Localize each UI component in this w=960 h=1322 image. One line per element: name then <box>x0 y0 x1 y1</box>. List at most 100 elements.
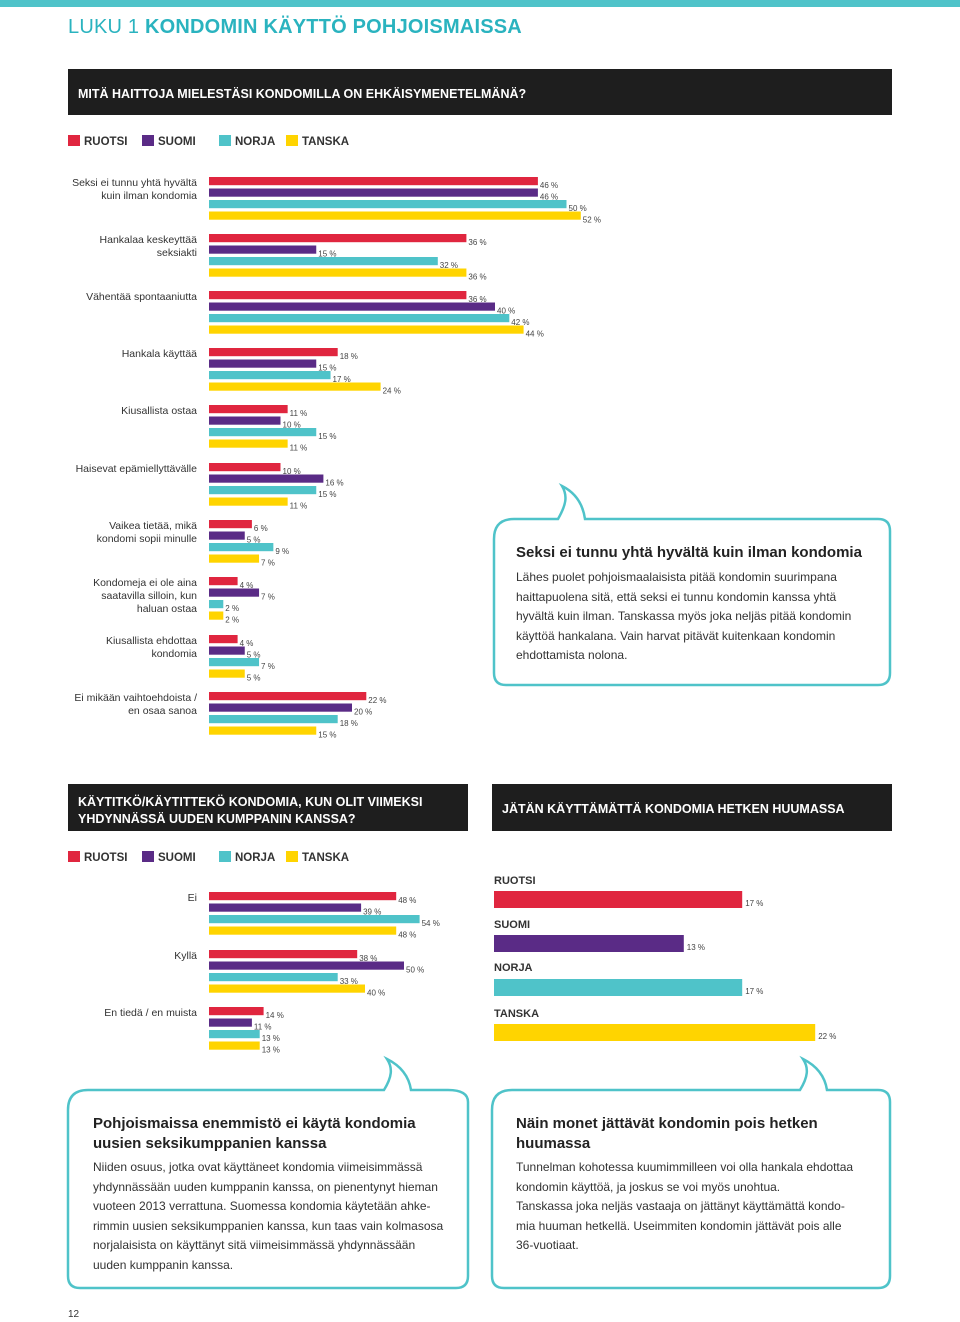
bar-norja <box>209 200 567 209</box>
data-label: 15 % <box>318 490 336 499</box>
data-label: 15 % <box>318 364 336 373</box>
data-label: 42 % <box>511 318 529 327</box>
bubble3-title-line: Näin monet jättävät kondomin pois hetken <box>516 1115 818 1132</box>
legend-swatch-tanska <box>286 135 298 146</box>
bubble2-line: norjalaisista on käyttänyt sitä viimeisi… <box>93 1238 416 1252</box>
bubble3-line: 36-vuotiaat. <box>516 1238 579 1252</box>
bar-ruotsi <box>209 463 281 472</box>
data-label: 7 % <box>261 559 275 568</box>
bar-tanska <box>209 726 317 735</box>
data-label: 4 % <box>240 581 254 590</box>
bar-ruotsi <box>209 348 338 357</box>
bar-tanska <box>209 325 524 334</box>
category-label: kuin ilman kondomia <box>101 190 197 202</box>
chapter-title: LUKU 1 KONDOMIN KÄYTTÖ POHJOISMAISSA <box>68 16 522 39</box>
data-label: 22 % <box>368 696 386 705</box>
legend-1: RUOTSI SUOMI NORJA TANSKA <box>68 135 368 149</box>
bar-tanska <box>209 926 397 935</box>
bar-norja <box>209 973 338 982</box>
data-label: 48 % <box>398 896 416 905</box>
data-label: 11 % <box>290 409 308 418</box>
bubble3-line: kondomin käyttöä, ja joskus se voi myös … <box>516 1179 781 1194</box>
bar-tanska <box>209 439 288 448</box>
category-label: Hankala käyttää <box>122 348 197 360</box>
category-label: Kiusallista ostaa <box>121 405 197 417</box>
data-label: 33 % <box>340 977 358 986</box>
data-label: 39 % <box>363 908 381 917</box>
section3-title: JÄTÄN KÄYTTÄMÄTTÄ KONDOMIA HETKEN HUUMAS… <box>502 802 845 816</box>
category-label: Seksi ei tunnu yhtä hyvältä <box>72 177 197 189</box>
legend-item-tanska: TANSKA <box>286 135 349 148</box>
data-label: 10 % <box>283 467 301 476</box>
bar-tanska <box>209 1041 260 1050</box>
bar-norja <box>209 1030 260 1039</box>
data-label: 4 % <box>240 639 254 648</box>
data-label: 13 % <box>262 1034 280 1043</box>
bubble3-title-line: huumassa <box>516 1135 591 1152</box>
bar-norja <box>494 979 743 996</box>
legend2-swatch-ruotsi <box>68 851 80 862</box>
data-label: 18 % <box>340 719 358 728</box>
data-label: 15 % <box>318 250 336 259</box>
data-label: 20 % <box>354 708 372 717</box>
bar-norja <box>209 543 274 552</box>
bar-suomi <box>209 245 317 254</box>
category-label-ruotsi: RUOTSI <box>494 875 536 887</box>
bubble3-title: Näin monet jättävät kondomin pois hetken… <box>516 1114 818 1154</box>
bubble1-line: käyttöä hankalana. Vain harvat pitävät k… <box>516 628 836 643</box>
category-label: Vaikea tietää, mikä <box>109 520 197 532</box>
bar-ruotsi <box>209 520 252 529</box>
bar-tanska <box>209 611 224 620</box>
top-accent-strip <box>0 0 960 7</box>
bar-suomi <box>209 302 495 311</box>
data-label: 52 % <box>583 216 601 225</box>
category-label: Kiusallista ehdottaa <box>106 635 197 647</box>
data-label: 18 % <box>340 352 358 361</box>
bubble1-title: Seksi ei tunnu yhtä hyvältä kuin ilman k… <box>516 544 862 561</box>
data-label: 48 % <box>398 931 416 940</box>
legend-label-tanska: TANSKA <box>302 136 350 148</box>
bubble3-line: Tunnelman kohotessa kuumimmilleen voi ol… <box>516 1160 854 1174</box>
category-label: seksiakti <box>157 247 197 259</box>
bar-ruotsi <box>209 577 238 586</box>
legend-2: RUOTSI SUOMI NORJA TANSKA <box>68 851 368 865</box>
data-label: 40 % <box>367 989 385 998</box>
bar-norja <box>209 715 338 724</box>
bar-suomi <box>209 474 324 483</box>
bar-suomi <box>209 416 281 425</box>
data-label: 2 % <box>225 604 239 613</box>
legend2-label-norja: NORJA <box>235 852 276 864</box>
section2-title-line2: YHDYNNÄSSÄ UUDEN KUMPPANIN KANSSA? <box>78 812 356 826</box>
legend2-item-suomi: SUOMI <box>142 851 196 864</box>
bubble1-line: hyvältä kuin ilman. Tanskassa myös joka … <box>516 609 852 623</box>
legend-swatch-ruotsi <box>68 135 80 146</box>
category-label: kondomia <box>151 648 197 660</box>
data-label: 36 % <box>468 238 486 247</box>
bar-ruotsi <box>209 950 358 959</box>
bar-norja <box>209 658 260 667</box>
data-label: 11 % <box>290 444 308 453</box>
bubble1-line: haittapuolena sitä, että seksi ei tunnu … <box>516 589 837 604</box>
category-label-norja: NORJA <box>494 962 533 974</box>
bubble2-title-line: uusien seksikumppanien kanssa <box>93 1135 327 1152</box>
legend2-label-ruotsi: RUOTSI <box>84 852 128 864</box>
category-label: kondomi sopii minulle <box>97 533 198 545</box>
bar-tanska <box>494 1024 816 1041</box>
data-label: 50 % <box>406 966 424 975</box>
data-label: 5 % <box>247 651 261 660</box>
data-label: 17 % <box>745 899 763 908</box>
data-label: 22 % <box>818 1032 836 1041</box>
legend-swatch-norja <box>219 135 231 146</box>
bubble3-line: mia huuman hetkellä. Useimmiten kondomin… <box>516 1218 842 1233</box>
bar-suomi <box>209 961 404 970</box>
section1-title: MITÄ HAITTOJA MIELESTÄSI KONDOMILLA ON E… <box>78 87 527 101</box>
legend-label-suomi: SUOMI <box>158 136 196 148</box>
bubble1-line: ehdottamista nolona. <box>516 648 628 662</box>
data-label: 15 % <box>318 731 336 740</box>
data-label: 13 % <box>687 943 705 952</box>
data-label: 15 % <box>318 432 336 441</box>
data-label: 9 % <box>275 547 289 556</box>
category-label: en osaa sanoa <box>128 705 197 717</box>
data-label: 2 % <box>225 616 239 625</box>
bubble2-text: Niiden osuus, jotka ovat käyttäneet kond… <box>93 1158 443 1275</box>
